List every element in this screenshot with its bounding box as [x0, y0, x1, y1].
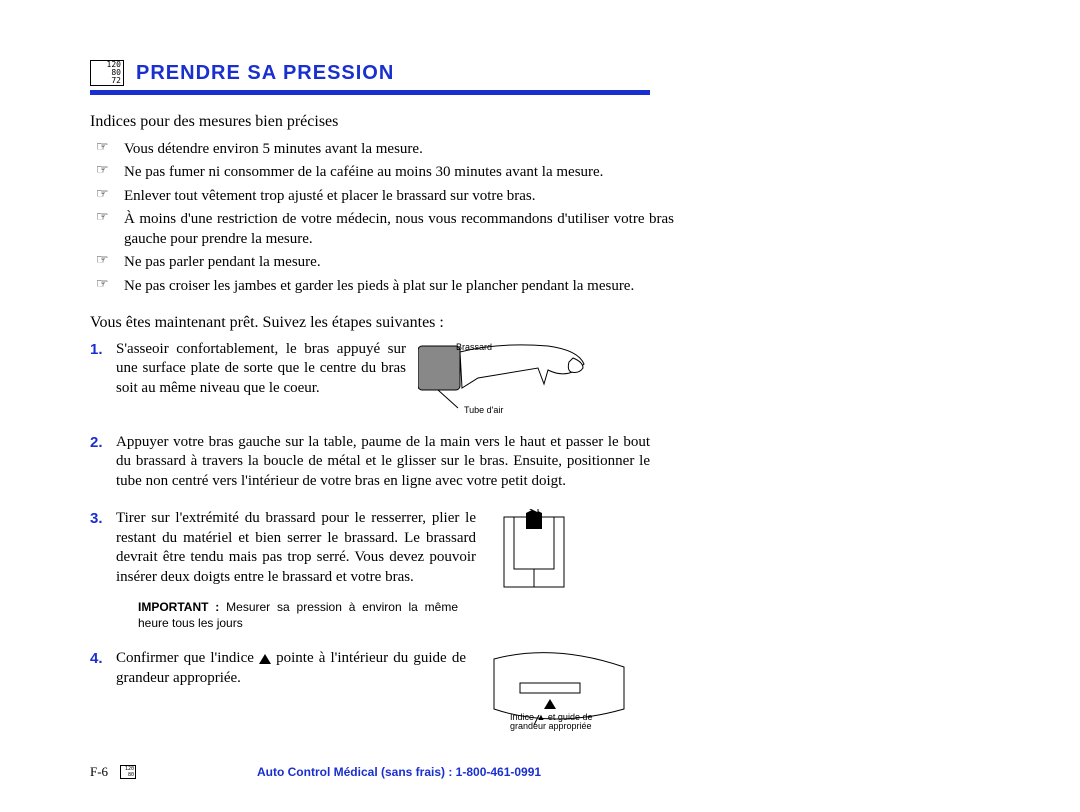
fig4-label-2: grandeur appropriée: [510, 721, 592, 731]
step-3-text: Tirer sur l'extrémité du brassard pour l…: [116, 509, 476, 587]
figure-4-label: Indice ▲ et guide de grandeur appropriée: [510, 713, 592, 731]
figure-tighten-cuff-icon: [494, 509, 604, 594]
steps: 1. S'asseoir confortablement, le bras ap…: [90, 340, 650, 728]
step-number: 2.: [90, 433, 103, 453]
step-number: 4.: [90, 649, 103, 669]
figure-arm-cuff-icon: Brassard Tube d'air: [418, 340, 588, 415]
step-number: 3.: [90, 509, 103, 529]
section2-subtitle: Vous êtes maintenant prêt. Suivez les ét…: [90, 314, 700, 332]
step-1: 1. S'asseoir confortablement, le bras ap…: [90, 340, 650, 415]
triangle-up-icon: [259, 654, 271, 664]
step-3: 3. Tirer sur l'extrémité du brassard pou…: [90, 509, 650, 631]
important-note: IMPORTANT : Mesurer sa pression à enviro…: [138, 600, 458, 631]
step-4-text-a: Confirmer que l'indice: [116, 650, 259, 666]
tip-item: À moins d'une restriction de votre médec…: [90, 209, 674, 250]
step-2: 2. Appuyer votre bras gauche sur la tabl…: [90, 433, 650, 492]
tip-item: Ne pas fumer ni consommer de la caféine …: [90, 162, 674, 182]
step-4-text: Confirmer que l'indice pointe à l'intéri…: [116, 649, 466, 688]
important-label: IMPORTANT :: [138, 600, 219, 614]
figure-label-tube: Tube d'air: [464, 405, 503, 417]
footer: F-6 120 80 Auto Control Médical (sans fr…: [90, 764, 650, 780]
icon-line: 72: [111, 77, 121, 85]
icon-line: 80: [128, 772, 134, 778]
section1-subtitle: Indices pour des mesures bien précises: [90, 113, 700, 131]
page-title: PRENDRE SA PRESSION: [136, 62, 394, 85]
figure-label-brassard: Brassard: [456, 342, 492, 354]
page-number: F-6: [90, 764, 108, 780]
bp-monitor-icon: 120 80 72: [90, 60, 124, 86]
tips-list: Vous détendre environ 5 minutes avant la…: [90, 139, 700, 296]
step-4: 4. Confirmer que l'indice pointe à l'int…: [90, 649, 650, 727]
tip-item: Vous détendre environ 5 minutes avant la…: [90, 139, 674, 159]
figure-size-guide-icon: Indice ▲ et guide de grandeur appropriée: [484, 649, 634, 727]
footer-contact: Auto Control Médical (sans frais) : 1-80…: [148, 765, 650, 779]
bp-monitor-small-icon: 120 80: [120, 765, 136, 779]
step-2-text: Appuyer votre bras gauche sur la table, …: [116, 434, 650, 489]
tip-item: Ne pas croiser les jambes et garder les …: [90, 276, 674, 296]
header: 120 80 72 PRENDRE SA PRESSION: [90, 60, 700, 86]
title-rule: [90, 90, 650, 95]
tip-item: Enlever tout vêtement trop ajusté et pla…: [90, 186, 674, 206]
step-1-text: S'asseoir confortablement, le bras appuy…: [116, 340, 406, 399]
page: 120 80 72 PRENDRE SA PRESSION Indices po…: [0, 0, 1080, 812]
step-number: 1.: [90, 340, 103, 360]
tip-item: Ne pas parler pendant la mesure.: [90, 252, 674, 272]
